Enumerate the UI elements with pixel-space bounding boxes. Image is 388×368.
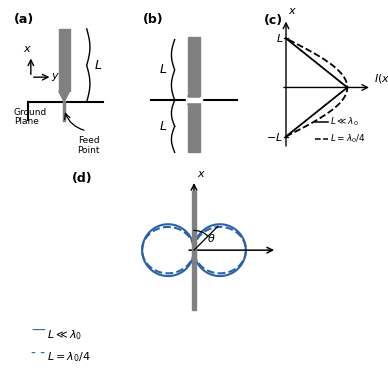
- Text: $L$: $L$: [159, 120, 167, 133]
- Text: $L \ll \lambda_0$: $L \ll \lambda_0$: [47, 328, 82, 342]
- Bar: [59, 29, 69, 91]
- Polygon shape: [59, 91, 69, 102]
- Text: $x$: $x$: [197, 169, 206, 178]
- Text: (a): (a): [14, 13, 34, 26]
- Text: (c): (c): [264, 14, 283, 27]
- Text: Plane: Plane: [14, 117, 38, 126]
- Polygon shape: [187, 99, 201, 105]
- Text: Point: Point: [78, 146, 100, 155]
- Text: $L = \lambda_0/4$: $L = \lambda_0/4$: [47, 350, 90, 364]
- Text: $\theta$: $\theta$: [207, 232, 216, 244]
- Text: $x$: $x$: [288, 6, 297, 16]
- Text: $L = \lambda_0/4$: $L = \lambda_0/4$: [330, 133, 366, 145]
- Bar: [187, 37, 201, 96]
- Text: (d): (d): [72, 172, 93, 185]
- Bar: [187, 98, 201, 102]
- Text: Ground: Ground: [14, 108, 47, 117]
- Text: Feed: Feed: [78, 136, 100, 145]
- Polygon shape: [187, 96, 201, 102]
- Text: $L \ll \lambda_0$: $L \ll \lambda_0$: [330, 116, 359, 128]
- Text: $L$: $L$: [94, 59, 102, 72]
- Text: $y$: $y$: [51, 71, 60, 83]
- Text: (b): (b): [142, 13, 163, 26]
- Text: $L$: $L$: [275, 32, 283, 45]
- Bar: [187, 101, 201, 152]
- Text: $L$: $L$: [159, 63, 167, 76]
- Bar: [192, 191, 196, 310]
- Text: $-L$: $-L$: [266, 131, 283, 142]
- Text: - -: - -: [31, 346, 45, 360]
- Text: $x$: $x$: [23, 45, 32, 54]
- Text: $I(x)$: $I(x)$: [374, 72, 388, 85]
- Text: —: —: [31, 324, 45, 338]
